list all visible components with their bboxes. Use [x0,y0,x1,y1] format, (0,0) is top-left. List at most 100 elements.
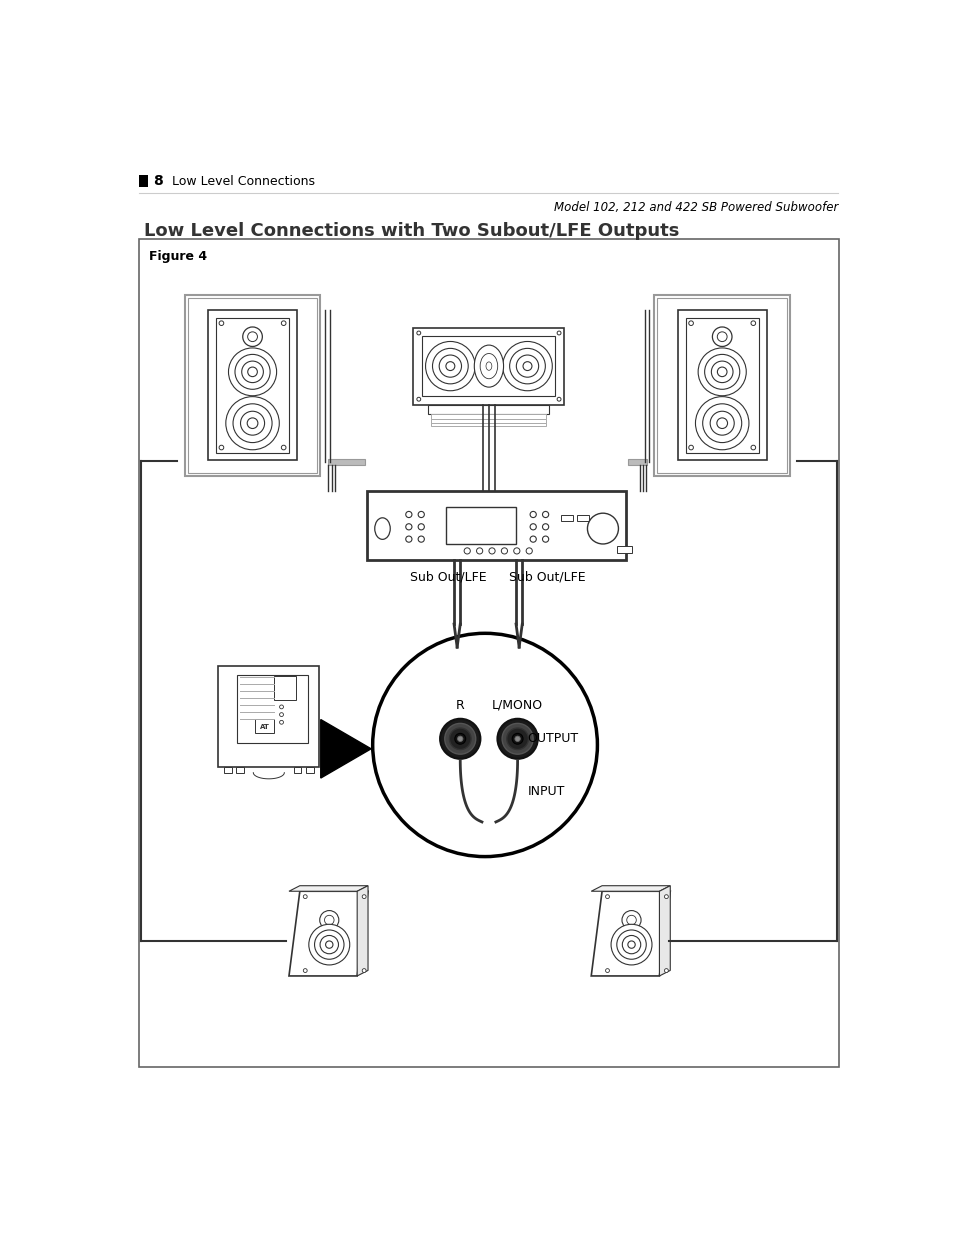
Circle shape [617,930,645,960]
Circle shape [417,536,424,542]
Circle shape [530,524,536,530]
Circle shape [247,417,257,429]
Bar [367,490,626,561]
Circle shape [695,396,748,450]
Text: OUTPUT: OUTPUT [527,732,578,745]
Bar [413,327,564,405]
Circle shape [515,736,519,741]
Text: INPUT: INPUT [527,784,564,798]
Circle shape [314,930,344,960]
Circle shape [698,348,745,395]
Bar [294,767,301,773]
Text: Low Level Connections with Two Subout/LFE Outputs: Low Level Connections with Two Subout/LF… [144,222,679,240]
Circle shape [516,354,538,377]
Circle shape [432,348,468,384]
Bar [431,419,546,424]
Ellipse shape [479,353,497,379]
Circle shape [750,321,755,326]
Circle shape [445,362,455,370]
Ellipse shape [375,517,390,540]
Bar [677,310,766,461]
Circle shape [704,354,739,389]
Circle shape [425,341,475,390]
Bar [208,310,296,461]
Circle shape [219,446,224,450]
Circle shape [542,536,548,542]
Circle shape [319,910,338,930]
Bar [428,405,549,414]
Circle shape [240,411,264,435]
Circle shape [512,734,522,745]
Text: Sub Out/LFE: Sub Out/LFE [409,571,486,584]
Circle shape [362,894,366,899]
Bar [215,317,289,453]
Circle shape [605,894,609,899]
Circle shape [509,348,545,384]
Text: Model 102, 212 and 422 SB Powered Subwoofer: Model 102, 212 and 422 SB Powered Subwoo… [554,200,838,214]
Circle shape [233,404,272,442]
Bar [218,667,319,767]
Bar [237,674,308,742]
Text: Figure 4: Figure 4 [150,249,208,263]
Circle shape [605,968,609,972]
Bar [431,414,546,419]
Polygon shape [289,885,368,892]
Circle shape [281,446,286,450]
Bar [422,336,555,396]
Bar [446,506,516,545]
Circle shape [664,894,668,899]
Circle shape [501,724,533,755]
Circle shape [281,321,286,326]
Text: 8: 8 [153,174,163,188]
Circle shape [513,548,519,555]
Bar [188,298,317,473]
Circle shape [362,968,366,972]
Bar [617,546,632,553]
Circle shape [688,321,693,326]
Bar [657,298,786,473]
Bar [654,295,789,475]
Circle shape [716,417,727,429]
Circle shape [497,719,537,758]
Circle shape [405,524,412,530]
Circle shape [702,404,740,442]
Circle shape [248,332,257,342]
Bar [138,240,839,1067]
Circle shape [324,915,334,925]
Bar [274,677,295,700]
Bar [255,719,274,732]
Circle shape [506,727,528,750]
Polygon shape [320,720,371,778]
Circle shape [587,514,618,543]
Ellipse shape [474,345,503,387]
Circle shape [750,446,755,450]
Bar [328,459,365,466]
Circle shape [709,411,734,435]
Bar [185,295,320,475]
Circle shape [226,396,279,450]
Circle shape [542,511,548,517]
Circle shape [621,910,640,930]
Circle shape [712,327,731,347]
Circle shape [557,331,560,335]
Circle shape [303,894,307,899]
Polygon shape [591,892,670,976]
Circle shape [405,511,412,517]
Bar [431,424,546,426]
Circle shape [234,354,270,389]
Circle shape [248,367,257,377]
Circle shape [464,548,470,555]
Circle shape [279,720,283,724]
Circle shape [557,398,560,401]
Circle shape [476,548,482,555]
Circle shape [417,524,424,530]
Polygon shape [591,885,670,892]
Bar [236,767,244,773]
Circle shape [717,332,726,342]
Circle shape [621,935,640,953]
Circle shape [373,634,597,857]
Text: Low Level Connections: Low Level Connections [172,175,314,188]
Circle shape [416,331,420,335]
Circle shape [320,935,338,953]
Circle shape [241,361,263,383]
